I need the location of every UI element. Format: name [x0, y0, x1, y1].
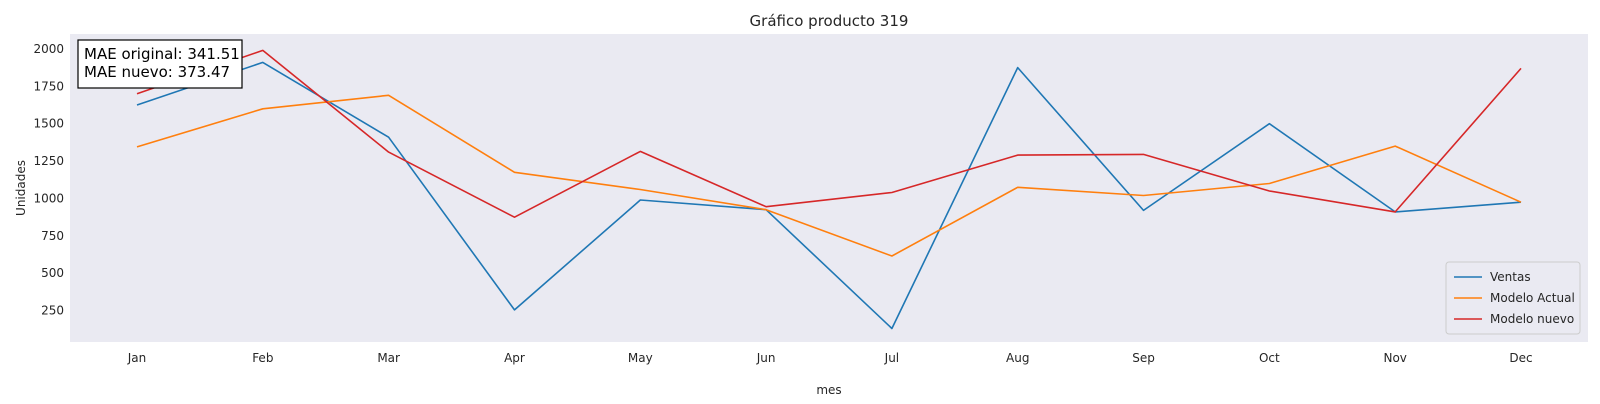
- y-tick-label: 250: [41, 304, 64, 318]
- x-tick-label: Jul: [884, 351, 899, 365]
- x-tick-label: Sep: [1132, 351, 1155, 365]
- x-tick-label: May: [628, 351, 653, 365]
- plot-area: [70, 34, 1588, 342]
- x-tick-label: Aug: [1006, 351, 1029, 365]
- x-tick-label: Feb: [252, 351, 273, 365]
- x-tick-label: Apr: [504, 351, 525, 365]
- y-tick-label: 1750: [33, 79, 64, 93]
- x-tick-label: Dec: [1509, 351, 1532, 365]
- y-tick-label: 500: [41, 266, 64, 280]
- x-tick-label: Mar: [377, 351, 400, 365]
- y-tick-label: 1000: [33, 191, 64, 205]
- series-line-2: [136, 94, 1522, 257]
- legend-label: Modelo Actual: [1490, 291, 1575, 305]
- legend-label: Modelo nuevo: [1490, 312, 1574, 326]
- chart-title: Gráfico producto 319: [750, 12, 909, 30]
- y-axis-label: Unidades: [14, 160, 28, 216]
- series-lines: [136, 49, 1522, 330]
- series-line-3: [136, 49, 1522, 218]
- x-tick-label: Nov: [1383, 351, 1406, 365]
- annotation-box: [77, 39, 243, 89]
- x-axis-ticks: Jan Feb Mar Apr May Jun Jul Aug Sep Oct Nov Dec: [127, 351, 1533, 365]
- x-tick-label: Jan: [127, 351, 147, 365]
- y-tick-label: 2000: [33, 42, 64, 56]
- x-axis-label: mes: [816, 383, 841, 397]
- y-tick-label: 1500: [33, 117, 64, 131]
- y-tick-label: 750: [41, 229, 64, 243]
- y-axis-ticks: 250 500 750 1000 1250 1500 1750 2000: [33, 42, 64, 318]
- x-tick-label: Jun: [756, 351, 776, 365]
- legend-label: Ventas: [1490, 270, 1531, 284]
- x-tick-label: Oct: [1259, 351, 1280, 365]
- legend-box: [1445, 261, 1581, 335]
- annotation-line: MAE original: 341.51: [84, 45, 240, 63]
- annotation-line: MAE nuevo: 373.47: [84, 63, 230, 81]
- series-line-1: [136, 61, 1522, 330]
- legend: Ventas Modelo Actual Modelo nuevo: [1445, 261, 1581, 335]
- y-tick-label: 1250: [33, 154, 64, 168]
